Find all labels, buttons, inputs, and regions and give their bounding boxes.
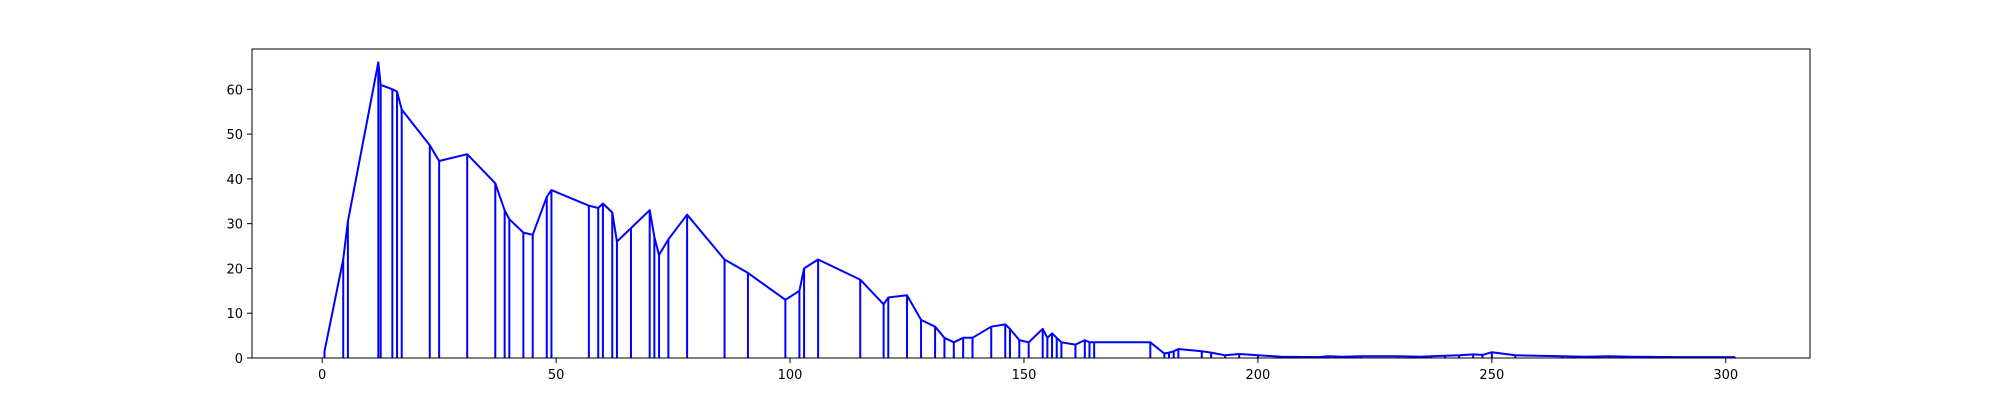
- y-tick-label: 40: [226, 173, 243, 188]
- plot-area-frame: [251, 48, 1811, 359]
- y-axis: 0 10 20 30 40 50 60: [226, 83, 252, 367]
- x-tick-label: 100: [778, 368, 803, 383]
- series-line: [323, 61, 1736, 359]
- y-tick-label: 20: [226, 262, 243, 277]
- x-tick-label: 50: [548, 368, 565, 383]
- x-tick-label: 200: [1246, 368, 1271, 383]
- x-axis: 0 50 100 150 200 250 300: [318, 358, 1738, 383]
- y-tick-label: 10: [226, 307, 243, 322]
- y-tick-label: 50: [226, 128, 243, 143]
- y-tick-label: 60: [226, 83, 243, 98]
- y-tick-label: 0: [235, 352, 243, 367]
- x-tick-label: 300: [1713, 368, 1738, 383]
- y-tick-label: 30: [226, 218, 243, 233]
- x-tick-label: 250: [1479, 368, 1504, 383]
- x-tick-label: 0: [318, 368, 326, 383]
- stems-layer: [323, 62, 1737, 358]
- x-tick-label: 150: [1012, 368, 1037, 383]
